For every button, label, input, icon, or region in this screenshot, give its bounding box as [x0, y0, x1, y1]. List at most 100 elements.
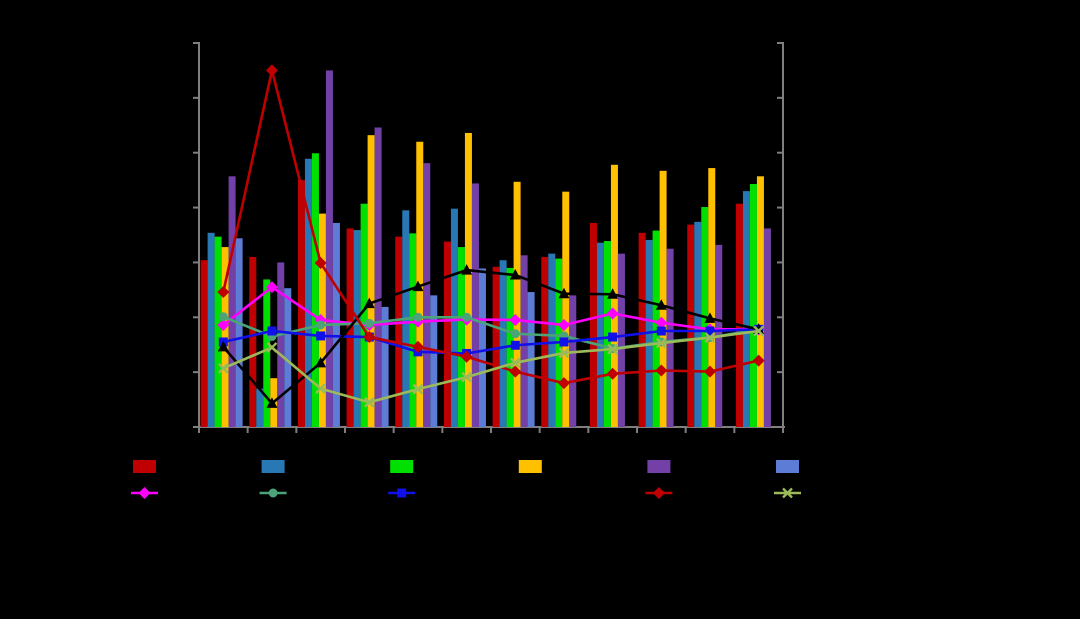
bar: [360, 203, 368, 427]
diamond-marker: [606, 367, 619, 380]
square-marker: [510, 340, 520, 350]
bar: [569, 295, 577, 427]
bar: [430, 295, 438, 427]
bar: [214, 236, 222, 427]
circle-marker: [510, 329, 520, 339]
x-marker: [782, 487, 793, 499]
diamond-marker: [557, 318, 570, 331]
line-series: [222, 329, 759, 404]
bar: [694, 221, 702, 427]
bar: [478, 268, 486, 427]
bar: [589, 222, 597, 427]
x-marker: [266, 342, 278, 353]
square-marker: [559, 337, 569, 347]
bar: [749, 183, 757, 427]
diamond-marker: [703, 365, 716, 378]
bar: [409, 233, 417, 427]
diamond-marker: [217, 286, 230, 299]
bar: [200, 260, 208, 427]
bar: [263, 279, 271, 427]
legend-swatch: [647, 460, 671, 473]
diamond-marker: [652, 487, 665, 499]
bar: [471, 183, 479, 427]
circle-marker: [413, 312, 423, 322]
x-marker: [509, 357, 521, 369]
triangle-marker: [704, 312, 716, 323]
bar: [325, 70, 333, 427]
bar: [763, 228, 771, 427]
triangle-marker: [524, 487, 536, 498]
bar: [374, 127, 382, 427]
diamond-marker: [655, 316, 668, 329]
bar: [666, 248, 674, 427]
triangle-marker: [461, 264, 473, 275]
bar: [617, 253, 625, 427]
circle-marker: [462, 312, 472, 322]
diamond-marker: [265, 281, 278, 294]
bar: [367, 135, 375, 427]
x-marker: [412, 383, 424, 395]
bar: [353, 230, 361, 427]
diamond-marker: [509, 314, 522, 327]
diamond-marker: [217, 318, 230, 331]
square-marker: [267, 326, 277, 336]
x-marker: [655, 337, 667, 349]
bar: [562, 191, 570, 427]
bar: [464, 132, 472, 428]
bar: [221, 247, 229, 427]
diamond-marker: [606, 307, 619, 320]
bar: [603, 241, 611, 427]
bar: [284, 288, 292, 427]
bar: [207, 232, 215, 427]
square-marker: [656, 326, 666, 336]
diamond-marker: [138, 487, 151, 499]
bar: [297, 180, 305, 427]
diamond-marker: [655, 364, 668, 377]
line-series: [222, 285, 759, 331]
diamond-marker: [363, 331, 376, 344]
bar: [228, 176, 236, 427]
bar: [423, 163, 431, 427]
square-marker: [397, 488, 407, 498]
bar: [659, 170, 667, 427]
bar: [381, 306, 389, 427]
triangle-marker: [509, 269, 521, 280]
square-marker: [608, 332, 618, 342]
line-series: [223, 328, 759, 355]
triangle-marker: [217, 340, 229, 352]
legend-swatch: [261, 460, 285, 473]
x-marker: [217, 362, 229, 374]
x-marker: [363, 396, 375, 408]
line-series: [222, 70, 759, 385]
bar: [742, 191, 750, 427]
circle-marker: [364, 318, 374, 328]
triangle-marker: [655, 299, 667, 310]
bar: [492, 266, 500, 427]
x-marker: [315, 383, 326, 394]
diamond-marker: [265, 64, 278, 77]
bar: [735, 203, 743, 427]
bar: [249, 256, 257, 427]
square-marker: [705, 326, 715, 336]
triangle-marker: [266, 397, 278, 408]
bar: [443, 241, 451, 427]
bar: [708, 168, 716, 427]
diamond-marker: [509, 365, 522, 378]
diamond-marker: [752, 354, 765, 367]
circle-marker: [316, 320, 326, 330]
legend-swatch: [776, 460, 799, 473]
x-marker: [461, 371, 472, 383]
legend-swatch: [390, 460, 414, 473]
bar: [395, 236, 403, 427]
circle-marker: [268, 488, 278, 498]
bar: [596, 242, 604, 427]
bar: [304, 158, 312, 427]
diamond-marker: [314, 256, 327, 269]
x-marker: [558, 347, 570, 359]
bar: [548, 253, 556, 427]
bar: [652, 230, 660, 427]
square-marker: [316, 331, 326, 341]
triangle-marker: [315, 356, 327, 368]
